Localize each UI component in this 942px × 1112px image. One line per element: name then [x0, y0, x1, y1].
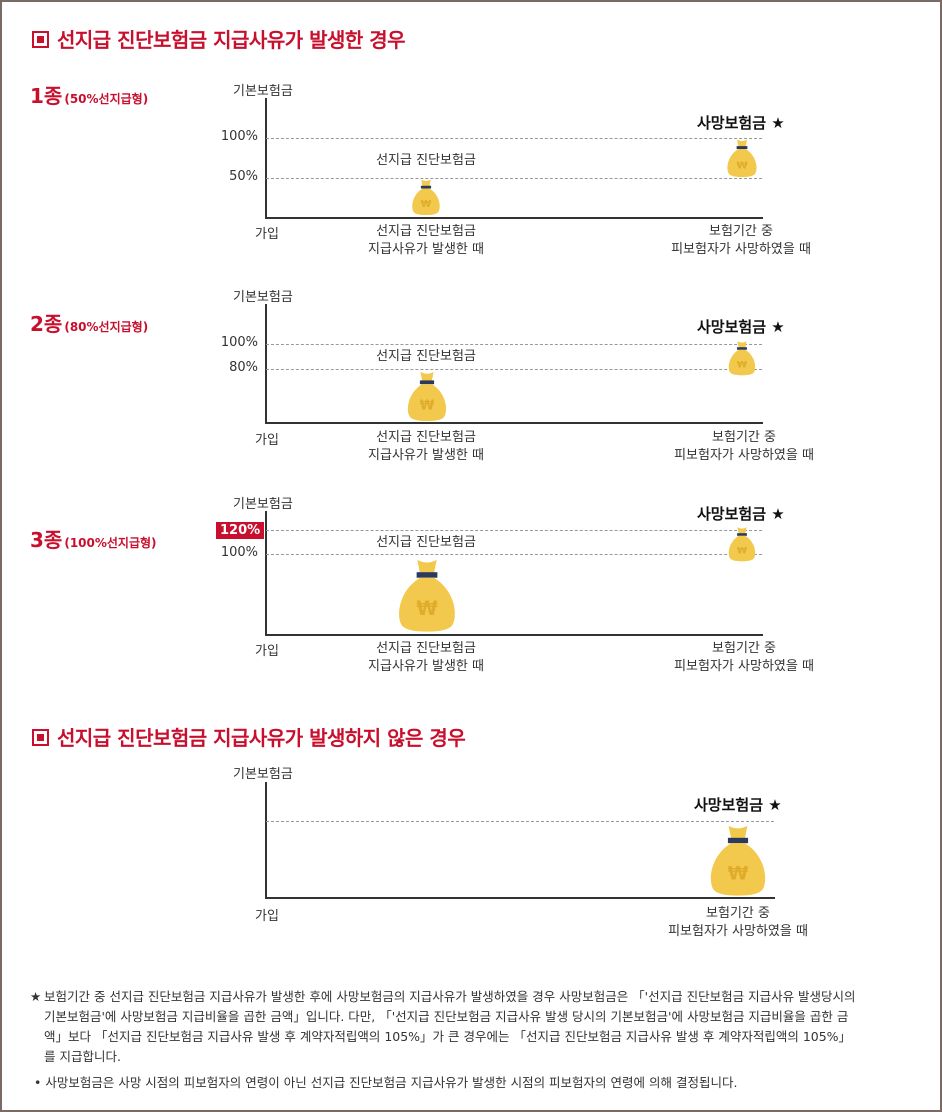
tick-label-low: 50% — [229, 169, 258, 184]
gridline-base — [266, 821, 774, 822]
type-name: 3종 — [30, 528, 63, 552]
money-bag-icon: ₩ — [402, 370, 452, 422]
x-axis — [265, 897, 775, 899]
footnote-bullet-text: • 사망보험금은 사망 시점의 피보험자의 연령이 아닌 선지급 진단보험금 지… — [34, 1075, 738, 1090]
money-bag-icon: ₩ — [725, 340, 759, 376]
x-label-advance: 선지급 진단보험금 지급사유가 발생한 때 — [368, 224, 484, 257]
y-axis — [265, 304, 267, 424]
section-title-text: 선지급 진단보험금 지급사유가 발생한 경우 — [57, 28, 406, 52]
square-bullet-icon — [32, 729, 49, 746]
y-axis-label: 기본보험금 — [233, 84, 293, 99]
y-axis — [265, 782, 267, 899]
type-desc: (50%선지급형) — [64, 92, 149, 106]
tick-label-low: 100% — [220, 545, 258, 560]
x-axis — [265, 422, 763, 424]
money-bag-icon: ₩ — [704, 823, 772, 897]
y-axis — [265, 98, 267, 219]
footnote-star: ★ 보험기간 중 선지급 진단보험금 지급사유가 발생한 후에 사망보험금의 지… — [30, 987, 860, 1067]
money-bag-icon: ₩ — [409, 178, 443, 216]
death-benefit-label: 사망보험금 ★ — [697, 318, 785, 336]
svg-text:₩: ₩ — [421, 199, 432, 210]
death-benefit-label: 사망보험금 ★ — [697, 505, 785, 523]
gridline-low — [266, 554, 762, 555]
x-label-death: 보험기간 중 피보험자가 사망하였을 때 — [674, 430, 814, 463]
x-label-start: 가입 — [255, 909, 279, 924]
money-bag-icon: ₩ — [391, 557, 463, 633]
square-bullet-icon — [32, 31, 49, 48]
gridline-high — [266, 530, 762, 531]
svg-text:₩: ₩ — [420, 399, 435, 414]
svg-text:₩: ₩ — [736, 160, 747, 171]
type-name: 2종 — [30, 312, 63, 336]
gridline-low — [266, 178, 762, 179]
tick-label-low: 80% — [229, 360, 258, 375]
x-label-death: 보험기간 중 피보험자가 사망하였을 때 — [674, 641, 814, 674]
death-benefit-label: 사망보험금 ★ — [694, 796, 782, 814]
svg-text:₩: ₩ — [416, 597, 438, 620]
section-title-text: 선지급 진단보험금 지급사유가 발생하지 않은 경우 — [57, 726, 466, 750]
advance-benefit-label: 선지급 진단보험금 — [376, 535, 476, 550]
x-label-start: 가입 — [255, 227, 279, 242]
y-axis-label: 기본보험금 — [233, 767, 293, 782]
section-title-advance-not-paid: 선지급 진단보험금 지급사유가 발생하지 않은 경우 — [32, 722, 466, 751]
tick-label-high: 100% — [220, 335, 258, 350]
advance-benefit-label: 선지급 진단보험금 — [376, 153, 476, 168]
gridline-high — [266, 344, 762, 345]
svg-text:₩: ₩ — [737, 359, 747, 370]
x-label-advance: 선지급 진단보험금 지급사유가 발생한 때 — [368, 430, 484, 463]
tick-label-high: 100% — [220, 129, 258, 144]
x-axis — [265, 634, 763, 636]
type-3-label: 3종 (100%선지급형) — [30, 524, 157, 553]
death-benefit-label: 사망보험금 ★ — [697, 114, 785, 132]
money-bag-icon: ₩ — [724, 138, 760, 178]
x-label-start: 가입 — [255, 644, 279, 659]
svg-text:₩: ₩ — [728, 864, 749, 885]
x-label-death: 보험기간 중 피보험자가 사망하였을 때 — [668, 906, 808, 939]
gridline-low — [266, 369, 762, 370]
footnote-star-text: 보험기간 중 선지급 진단보험금 지급사유가 발생한 후에 사망보험금의 지급사… — [44, 989, 856, 1064]
tick-badge-high: 120% — [216, 522, 265, 539]
section-title-advance-paid: 선지급 진단보험금 지급사유가 발생한 경우 — [32, 24, 406, 53]
type-desc: (100%선지급형) — [64, 536, 157, 550]
advance-benefit-label: 선지급 진단보험금 — [376, 349, 476, 364]
x-label-death: 보험기간 중 피보험자가 사망하였을 때 — [671, 224, 811, 257]
money-bag-icon: ₩ — [725, 526, 759, 562]
gridline-high — [266, 138, 762, 139]
svg-text:₩: ₩ — [737, 545, 747, 556]
type-2-label: 2종 (80%선지급형) — [30, 308, 148, 337]
y-axis-label: 기본보험금 — [233, 290, 293, 305]
type-desc: (80%선지급형) — [64, 320, 149, 334]
y-axis-label: 기본보험금 — [233, 497, 293, 512]
star-icon: ★ — [30, 989, 42, 1004]
x-label-start: 가입 — [255, 433, 279, 448]
y-axis — [265, 511, 267, 636]
footnote-bullet: • 사망보험금은 사망 시점의 피보험자의 연령이 아닌 선지급 진단보험금 지… — [34, 1073, 864, 1093]
x-label-advance: 선지급 진단보험금 지급사유가 발생한 때 — [368, 641, 484, 674]
type-name: 1종 — [30, 84, 63, 108]
type-1-label: 1종 (50%선지급형) — [30, 80, 148, 109]
x-axis — [265, 217, 763, 219]
